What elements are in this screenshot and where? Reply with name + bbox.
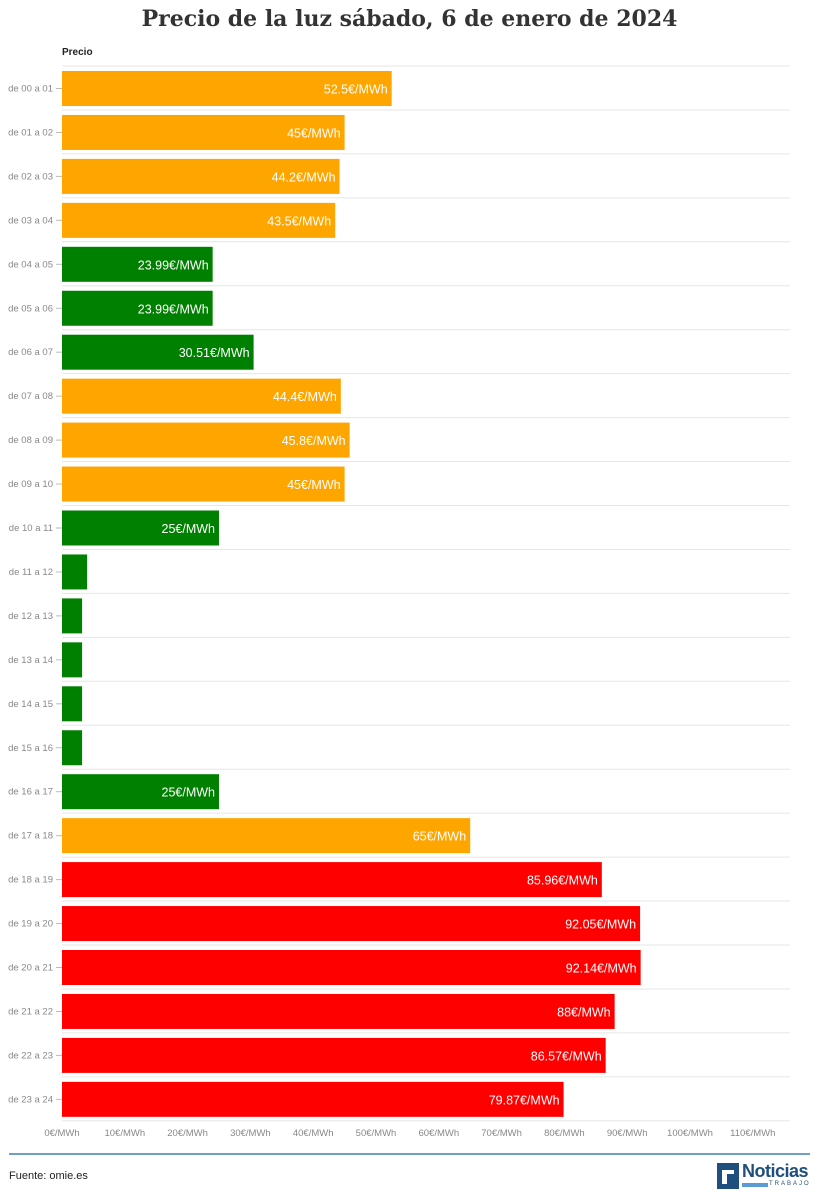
category-label: de 16 a 17: [8, 787, 53, 798]
data-label: 92.05€/MWh: [565, 918, 636, 932]
bar[interactable]: [62, 993, 615, 1029]
category-label: de 23 a 24: [8, 1094, 53, 1105]
data-label: 23.99€/MWh: [138, 302, 209, 316]
x-tick-label: 80€/MWh: [544, 1128, 585, 1139]
bar[interactable]: [62, 774, 219, 810]
noticias-trabajo-logo[interactable]: Noticias TRABAJO: [717, 1161, 811, 1189]
x-tick-label: 100€/MWh: [667, 1128, 713, 1139]
bar[interactable]: [62, 686, 83, 722]
logo-text: Noticias: [742, 1161, 809, 1181]
bar[interactable]: [62, 1037, 606, 1073]
category-label: de 17 a 18: [8, 831, 53, 842]
data-label: 25€/MWh: [162, 522, 216, 536]
category-label: de 09 a 10: [8, 479, 53, 490]
bar[interactable]: [62, 1081, 564, 1117]
category-label: de 06 a 07: [8, 347, 53, 358]
logo-bar: [742, 1183, 768, 1187]
x-tick-label: 90€/MWh: [607, 1128, 648, 1139]
bar[interactable]: [62, 71, 392, 106]
bar[interactable]: [62, 862, 602, 898]
bar[interactable]: [62, 378, 341, 414]
category-label: de 08 a 09: [8, 435, 53, 446]
category-label: de 15 a 16: [8, 743, 53, 754]
data-label: 52.5€/MWh: [324, 83, 388, 97]
category-label: de 07 a 08: [8, 391, 53, 402]
logo-mark-icon: [717, 1163, 739, 1189]
series-label: Precio: [62, 47, 93, 58]
category-label: de 01 a 02: [8, 127, 53, 138]
category-label: de 20 a 21: [8, 963, 53, 974]
data-label: 88€/MWh: [557, 1005, 611, 1019]
data-label: 45.8€/MWh: [282, 434, 346, 448]
data-label: 85.96€/MWh: [527, 874, 598, 888]
data-label: 86.57€/MWh: [531, 1049, 602, 1063]
category-label: de 13 a 14: [8, 655, 53, 666]
category-label: de 04 a 05: [8, 259, 53, 270]
bar[interactable]: [62, 554, 88, 590]
x-tick-label: 40€/MWh: [293, 1128, 334, 1139]
bar-chart: de 00 a 01 52.5€/MWh de 01 a 02 45€/MWh de 0…: [8, 65, 790, 1139]
category-label: de 18 a 19: [8, 875, 53, 886]
x-tick-label: 70€/MWh: [481, 1128, 522, 1139]
category-label: de 12 a 13: [8, 611, 53, 622]
category-label: de 19 a 20: [8, 919, 53, 930]
bar[interactable]: [62, 730, 83, 766]
bar[interactable]: [62, 510, 219, 546]
data-label: 45€/MWh: [287, 126, 341, 140]
category-label: de 02 a 03: [8, 171, 53, 182]
x-tick-label: 0€/MWh: [44, 1128, 79, 1139]
category-label: de 14 a 15: [8, 699, 53, 710]
bar[interactable]: [62, 906, 641, 942]
data-label: 45€/MWh: [287, 478, 341, 492]
category-label: de 21 a 22: [8, 1006, 53, 1017]
bar[interactable]: [62, 950, 641, 985]
category-label: de 00 a 01: [8, 84, 53, 95]
bar[interactable]: [62, 642, 83, 678]
x-tick-label: 10€/MWh: [104, 1128, 145, 1139]
data-label: 92.14€/MWh: [566, 962, 637, 976]
bar[interactable]: [62, 114, 345, 150]
category-label: de 22 a 23: [8, 1050, 53, 1061]
x-tick-label: 50€/MWh: [356, 1128, 397, 1139]
data-label: 65€/MWh: [413, 830, 467, 844]
data-label: 44.2€/MWh: [272, 170, 336, 184]
x-tick-label: 60€/MWh: [418, 1128, 459, 1139]
footer-divider: [9, 1153, 810, 1155]
data-label: 23.99€/MWh: [138, 258, 209, 272]
category-label: de 03 a 04: [8, 215, 53, 226]
bar[interactable]: [62, 598, 83, 634]
data-label: 44.4€/MWh: [273, 390, 337, 404]
category-label: de 10 a 11: [9, 523, 53, 534]
data-label: 79.87€/MWh: [489, 1093, 560, 1107]
bar[interactable]: [62, 818, 471, 854]
bar[interactable]: [62, 246, 213, 282]
logo-subtext: TRABAJO: [769, 1181, 811, 1187]
bar[interactable]: [62, 202, 336, 238]
data-label: 25€/MWh: [162, 786, 216, 800]
bar[interactable]: [62, 422, 350, 458]
bar[interactable]: [62, 158, 340, 194]
data-label: 30.51€/MWh: [179, 346, 250, 360]
data-label: 43.5€/MWh: [267, 214, 331, 228]
bar[interactable]: [62, 466, 345, 502]
category-label: de 11 a 12: [9, 567, 53, 578]
chart-title: Precio de la luz sábado, 6 de enero de 2…: [141, 6, 678, 32]
category-label: de 05 a 06: [8, 303, 53, 314]
source-note: Fuente: omie.es: [9, 1170, 88, 1182]
bar[interactable]: [62, 290, 213, 326]
x-tick-label: 30€/MWh: [230, 1128, 271, 1139]
x-tick-label: 20€/MWh: [167, 1128, 208, 1139]
bar[interactable]: [62, 334, 254, 370]
x-tick-label: 110€/MWh: [730, 1128, 775, 1139]
